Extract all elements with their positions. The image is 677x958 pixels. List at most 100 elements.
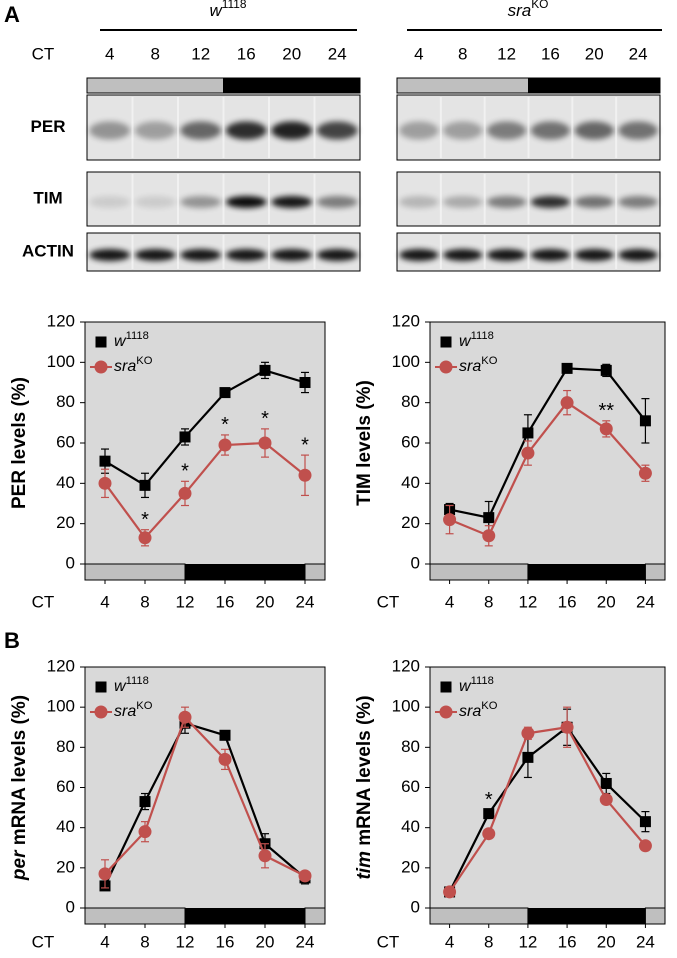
blot-band [486, 196, 527, 208]
blot-band [618, 196, 658, 208]
dark-phase [185, 908, 305, 924]
y-tick-label: 120 [47, 656, 75, 675]
blot-band [316, 121, 358, 140]
blot-label: TIM [33, 188, 62, 207]
blot-band [225, 196, 267, 208]
legend-marker [440, 681, 452, 693]
marker [178, 710, 192, 724]
marker [599, 793, 613, 807]
significance: * [485, 789, 493, 811]
ct-tick-label: 4 [105, 44, 114, 63]
blot-band [180, 196, 222, 208]
legend-marker [95, 336, 107, 348]
blot-label: ACTIN [22, 241, 74, 260]
y-tick-label: 20 [401, 513, 420, 532]
x-axis-label: CT [32, 932, 55, 951]
marker [259, 364, 271, 376]
x-axis-label: CT [32, 592, 55, 611]
y-tick-label: 40 [56, 473, 75, 492]
x-tick-label: 8 [484, 592, 493, 611]
blot-label: PER [31, 117, 66, 136]
y-tick-label: 20 [56, 513, 75, 532]
blot-band [443, 249, 483, 261]
x-tick-label: 8 [484, 932, 493, 951]
blot-band [89, 249, 131, 261]
blot-band [443, 121, 483, 140]
light-phase [84, 563, 186, 581]
x-tick-label: 20 [597, 592, 616, 611]
y-axis-title: PER levels (%) [9, 377, 30, 509]
ct-tick-label: 16 [237, 44, 256, 63]
significance: ** [598, 400, 614, 422]
x-tick-label: 4 [445, 932, 454, 951]
x-tick-label: 24 [636, 932, 655, 951]
legend-label: sraKO [459, 700, 498, 720]
marker [521, 726, 535, 740]
light-phase [396, 77, 529, 94]
blot-band [134, 196, 176, 208]
marker [258, 849, 272, 863]
significance: * [141, 509, 149, 531]
x-axis-label: CT [377, 592, 400, 611]
y-tick-label: 0 [66, 897, 75, 916]
x-tick-label: 24 [636, 592, 655, 611]
y-tick-label: 100 [392, 352, 420, 371]
x-tick-label: 16 [216, 932, 235, 951]
ct-tick-label: 8 [151, 44, 160, 63]
x-tick-label: 12 [518, 592, 537, 611]
marker [522, 751, 534, 763]
legend-marker [94, 705, 108, 719]
significance: * [181, 461, 189, 483]
y-tick-label: 0 [411, 553, 420, 572]
series-line [449, 401, 647, 538]
marker [258, 436, 272, 450]
blot-band [225, 121, 267, 140]
series-line [104, 721, 306, 887]
ct-tick-label: 16 [541, 44, 560, 63]
marker [298, 468, 312, 482]
blot-band [618, 121, 658, 140]
marker [483, 512, 495, 524]
marker [298, 869, 312, 883]
y-tick-label: 100 [47, 352, 75, 371]
x-tick-label: 8 [140, 932, 149, 951]
panel-label: B [4, 628, 20, 653]
blot-band [530, 249, 571, 261]
blot-band [225, 249, 267, 261]
legend-label: sraKO [114, 355, 153, 375]
light-phase [429, 907, 529, 925]
y-tick-label: 80 [401, 737, 420, 756]
y-tick-label: 60 [401, 432, 420, 451]
series-line [104, 715, 306, 877]
dark-phase [527, 908, 646, 924]
series-line [448, 725, 647, 893]
blot-band [486, 121, 527, 140]
blot-band [486, 249, 527, 261]
blot-band [618, 249, 658, 261]
marker [482, 827, 496, 841]
blot-band [180, 121, 222, 140]
y-tick-label: 60 [401, 777, 420, 796]
y-tick-label: 80 [401, 392, 420, 411]
marker [600, 364, 612, 376]
legend-marker [439, 705, 453, 719]
marker [560, 720, 574, 734]
blot-band [399, 249, 439, 261]
blot-band [271, 121, 313, 140]
x-tick-label: 16 [558, 932, 577, 951]
genotype-label: sraKO [508, 0, 549, 20]
y-tick-label: 40 [401, 473, 420, 492]
blot-band [443, 196, 483, 208]
y-tick-label: 120 [47, 311, 75, 330]
plot-area [429, 666, 666, 925]
y-axis-title: tim mRNA levels (%) [354, 695, 375, 879]
marker [218, 438, 232, 452]
dark-phase [528, 77, 661, 94]
plot-area [84, 666, 326, 925]
x-tick-label: 12 [176, 592, 195, 611]
marker [299, 377, 311, 388]
light-phase [644, 907, 666, 925]
marker [98, 867, 112, 881]
marker [99, 455, 111, 467]
